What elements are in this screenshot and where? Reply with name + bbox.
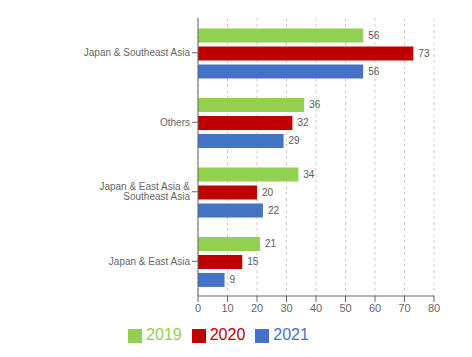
svg-text:9: 9 — [230, 274, 236, 285]
svg-text:Japan & East Asia: Japan & East Asia — [109, 256, 191, 267]
svg-text:22: 22 — [268, 205, 280, 216]
svg-text:56: 56 — [368, 66, 380, 77]
svg-text:15: 15 — [247, 256, 259, 267]
svg-text:40: 40 — [310, 302, 322, 314]
svg-text:29: 29 — [289, 135, 301, 146]
svg-text:50: 50 — [339, 302, 351, 314]
html-text:2021: 2021 — [273, 326, 309, 343]
svg-text:60: 60 — [369, 302, 381, 314]
svg-text:36: 36 — [309, 99, 321, 110]
html-text:2019: 2019 — [146, 326, 182, 343]
svg-text:20: 20 — [251, 302, 263, 314]
svg-text:70: 70 — [398, 302, 410, 314]
svg-text:10: 10 — [221, 302, 233, 314]
svg-text:34: 34 — [303, 169, 315, 180]
svg-text:Japan & Southeast Asia: Japan & Southeast Asia — [84, 47, 191, 58]
svg-text:30: 30 — [280, 302, 292, 314]
svg-text:32: 32 — [297, 117, 309, 128]
svg-text:56: 56 — [368, 30, 380, 41]
svg-text:20: 20 — [262, 187, 274, 198]
svg-text:21: 21 — [265, 238, 277, 249]
svg-text:Japan & East Asia &Southeast A: Japan & East Asia &Southeast Asia — [99, 181, 190, 202]
svg-text:Others: Others — [160, 117, 190, 128]
svg-text:80: 80 — [428, 302, 440, 314]
svg-text:73: 73 — [418, 48, 430, 59]
svg-text:0: 0 — [195, 302, 201, 314]
html-text:2020: 2020 — [209, 326, 246, 343]
